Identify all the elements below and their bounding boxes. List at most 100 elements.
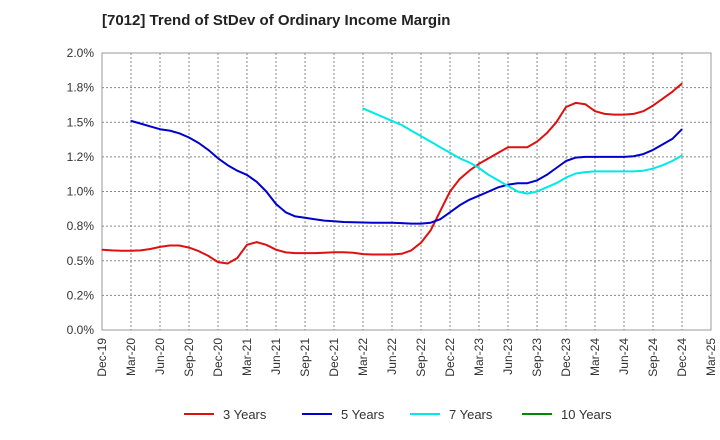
data-point [478, 195, 480, 197]
data-point [285, 211, 287, 213]
data-point [246, 244, 248, 246]
data-point [526, 193, 528, 195]
legend-label: 3 Years [223, 407, 267, 422]
data-point [430, 222, 432, 224]
data-point [372, 222, 374, 224]
data-point [227, 164, 229, 166]
data-point [381, 253, 383, 256]
data-point [343, 251, 345, 253]
x-tick-label: Jun-20 [153, 338, 167, 375]
data-point [468, 199, 470, 201]
data-point [178, 132, 180, 134]
data-point [207, 149, 209, 151]
y-tick-label: 1.5% [67, 115, 95, 129]
y-tick-label: 0.2% [67, 288, 95, 302]
data-point [140, 249, 142, 251]
data-point [381, 116, 383, 118]
data-point [681, 82, 683, 85]
data-point [401, 124, 403, 126]
data-point [439, 210, 441, 212]
data-point [265, 244, 267, 246]
data-point [604, 170, 606, 172]
x-tick-label: Dec-23 [559, 338, 573, 377]
data-point [188, 247, 190, 249]
data-point [594, 110, 596, 112]
x-axis-ticks: Dec-19 Mar-20 Jun-20 Sep-20 Dec-20 Mar-21 Jun-… [95, 338, 718, 377]
data-point [652, 105, 654, 107]
data-point [642, 110, 644, 112]
data-point [497, 186, 499, 188]
data-point [372, 112, 374, 114]
data-point [449, 152, 451, 154]
x-tick-label: Sep-24 [646, 338, 660, 377]
data-point [294, 252, 296, 254]
data-point [149, 125, 151, 127]
data-point [594, 170, 596, 172]
data-point [546, 186, 548, 188]
data-point [671, 138, 673, 140]
data-point [362, 221, 364, 224]
data-point [555, 182, 557, 184]
data-point [478, 163, 480, 165]
data-point [323, 252, 325, 254]
data-point [217, 261, 219, 263]
data-point [555, 121, 557, 123]
x-tick-label: Mar-20 [124, 338, 138, 376]
data-point [207, 255, 209, 257]
data-point [623, 114, 625, 116]
data-point [536, 190, 538, 193]
series-line-3 [362, 107, 683, 195]
data-point [372, 253, 374, 256]
data-point [236, 257, 238, 259]
data-point [265, 190, 267, 193]
y-tick-label: 1.0% [67, 185, 95, 199]
legend-label: 5 Years [341, 407, 385, 422]
data-point [623, 170, 625, 172]
data-point [536, 179, 538, 181]
data-point [633, 155, 635, 157]
data-point [671, 160, 673, 162]
data-point [488, 190, 490, 193]
data-point [662, 143, 664, 145]
data-point [391, 120, 393, 122]
y-tick-label: 2.0% [67, 46, 95, 60]
y-axis-ticks: 0.0% 0.2% 0.5% 0.8% 1.0% 1.2% 1.5% 1.8% 2.0% [67, 46, 95, 337]
data-point [227, 262, 229, 265]
data-point [497, 152, 499, 154]
legend-label: 7 Years [449, 407, 493, 422]
data-point [256, 181, 258, 183]
data-point [517, 146, 519, 148]
data-point [439, 218, 441, 220]
x-tick-label: Jun-22 [385, 338, 399, 375]
x-tick-label: Jun-21 [269, 338, 283, 375]
data-point [565, 106, 567, 108]
data-point [517, 190, 519, 193]
data-point [333, 251, 335, 253]
data-point [304, 252, 306, 254]
data-point [565, 160, 567, 162]
data-point [275, 249, 277, 251]
data-point [584, 156, 586, 158]
data-point [314, 218, 316, 220]
x-tick-label: Mar-21 [240, 338, 254, 376]
x-tick-label: Sep-22 [414, 338, 428, 377]
data-point [652, 168, 654, 170]
x-tick-label: Mar-25 [704, 338, 718, 376]
data-point [478, 167, 480, 169]
data-point [613, 114, 615, 116]
data-point [362, 253, 364, 255]
data-point [459, 204, 461, 206]
series-lines [101, 82, 683, 265]
data-point [401, 253, 403, 255]
data-point [430, 141, 432, 143]
data-point [468, 170, 470, 172]
data-point [633, 170, 635, 172]
data-point [613, 170, 615, 172]
data-point [275, 203, 277, 205]
data-point [449, 211, 451, 213]
data-point [565, 177, 567, 179]
data-point [391, 253, 393, 256]
x-tick-label: Sep-20 [182, 338, 196, 377]
data-point [381, 222, 383, 224]
data-point [633, 113, 635, 115]
